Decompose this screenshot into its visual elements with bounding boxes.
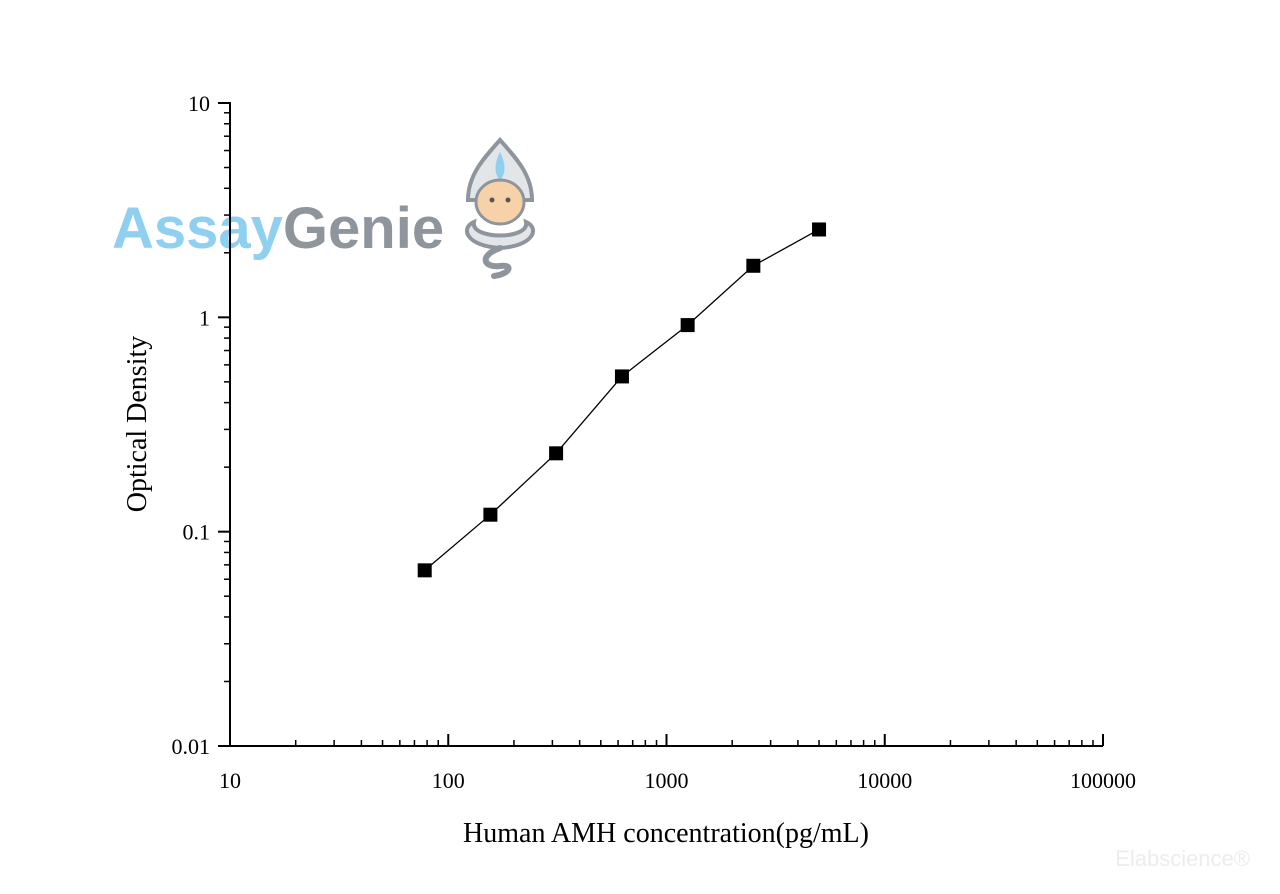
y-tick-label: 0.1 — [183, 520, 211, 545]
x-tick-label: 100000 — [1070, 768, 1136, 793]
data-point — [549, 446, 564, 461]
data-point — [680, 318, 695, 333]
data-point — [417, 563, 432, 578]
x-tick-label: 1000 — [645, 768, 689, 793]
y-axis-title: Optical Density — [122, 336, 153, 513]
svg-text:AssayGenie: AssayGenie — [112, 196, 444, 261]
elabscience-watermark: Elabscience® — [1115, 846, 1250, 871]
data-point — [483, 507, 498, 522]
data-point — [614, 369, 629, 384]
x-tick-label: 10000 — [857, 768, 912, 793]
assaygenie-logo: AssayGenie — [112, 137, 535, 279]
data-point — [746, 258, 761, 273]
y-tick-label: 10 — [188, 91, 210, 116]
data-point — [812, 222, 827, 237]
logo-text-assay: Assay — [112, 196, 283, 261]
logo-text-genie: Genie — [283, 196, 444, 261]
x-tick-label: 10 — [219, 768, 241, 793]
x-axis-title: Human AMH concentration(pg/mL) — [463, 818, 869, 849]
y-tick-label: 1 — [199, 305, 210, 330]
x-tick-label: 100 — [432, 768, 465, 793]
genie-mascot-icon — [465, 137, 535, 279]
y-tick-label: 0.01 — [172, 734, 211, 759]
